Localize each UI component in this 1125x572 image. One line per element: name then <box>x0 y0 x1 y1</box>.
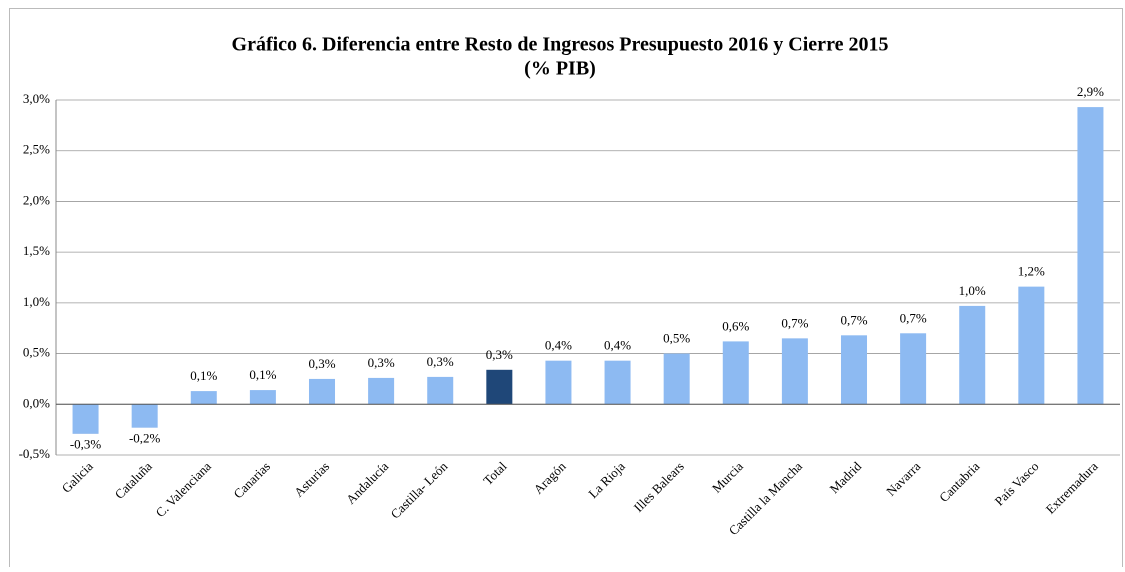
bar <box>545 360 572 405</box>
x-tick-label: Murcia <box>709 458 746 495</box>
x-tick-label: Total <box>480 458 510 488</box>
value-label: 0,6% <box>722 318 749 333</box>
x-tick-label: Navarra <box>883 458 923 498</box>
value-label: 0,1% <box>249 367 276 382</box>
value-label: 0,4% <box>604 338 631 353</box>
x-tick-label: Aragón <box>530 458 569 497</box>
bar <box>190 391 217 405</box>
y-tick-label: 2,0% <box>23 192 50 207</box>
x-tick-label: Madrid <box>827 458 865 496</box>
x-tick-label: La Rioja <box>585 458 628 501</box>
bar <box>722 341 749 405</box>
value-label: 2,9% <box>1077 84 1104 99</box>
bar <box>663 353 690 405</box>
y-tick-label: 0,5% <box>23 345 50 360</box>
x-tick-label: Canarias <box>230 459 273 502</box>
chart-subtitle: (% PIB) <box>524 58 596 80</box>
chart-frame <box>9 8 1123 572</box>
bar <box>781 338 808 405</box>
bar <box>959 305 986 405</box>
value-label: 1,2% <box>1018 264 1045 279</box>
value-label: 0,7% <box>781 315 808 330</box>
y-tick-label: 0,0% <box>23 395 50 410</box>
bar <box>604 360 631 405</box>
bar <box>308 378 336 405</box>
bar <box>249 390 276 405</box>
bar <box>72 404 99 434</box>
value-label: 1,0% <box>959 283 986 298</box>
bar <box>131 404 158 428</box>
bar <box>840 335 868 405</box>
value-label: 0,3% <box>308 356 335 371</box>
bar <box>486 369 513 405</box>
bar <box>368 377 395 405</box>
value-label: 0,5% <box>663 331 690 346</box>
value-label: -0,3% <box>70 437 102 452</box>
x-tick-label: Asturias <box>291 459 332 500</box>
y-tick-label: 3,0% <box>23 91 50 106</box>
x-tick-label: Cataluña <box>112 458 155 501</box>
value-label: 0,1% <box>190 368 217 383</box>
y-tick-label: -0,5% <box>19 446 51 461</box>
bar <box>1077 107 1104 405</box>
chart-title: Gráfico 6. Diferencia entre Resto de Ing… <box>232 34 889 56</box>
y-tick-label: 1,0% <box>23 294 50 309</box>
value-label: 0,7% <box>900 310 927 325</box>
bar <box>427 376 454 405</box>
value-label: 0,3% <box>368 355 395 370</box>
bar <box>900 333 927 405</box>
x-tick-label: Cantabria <box>936 458 983 505</box>
x-tick-label: País Vasco <box>992 459 1042 509</box>
y-tick-label: 1,5% <box>23 243 50 258</box>
value-label: 0,3% <box>427 354 454 369</box>
value-label: 0,3% <box>486 347 513 362</box>
y-tick-label: 2,5% <box>23 142 50 157</box>
x-tick-label: Galicia <box>59 458 96 495</box>
x-tick-label: Illes Balears <box>631 459 687 515</box>
x-tick-label: Castilla- León <box>388 458 451 521</box>
value-label: 0,4% <box>545 338 572 353</box>
value-label: 0,7% <box>840 312 867 327</box>
x-tick-label: Extremadura <box>1043 458 1101 516</box>
x-tick-label: Andalucía <box>343 458 392 507</box>
value-label: -0,2% <box>129 431 161 446</box>
x-tick-label: C. Valenciana <box>153 458 215 520</box>
bar <box>1018 286 1045 405</box>
